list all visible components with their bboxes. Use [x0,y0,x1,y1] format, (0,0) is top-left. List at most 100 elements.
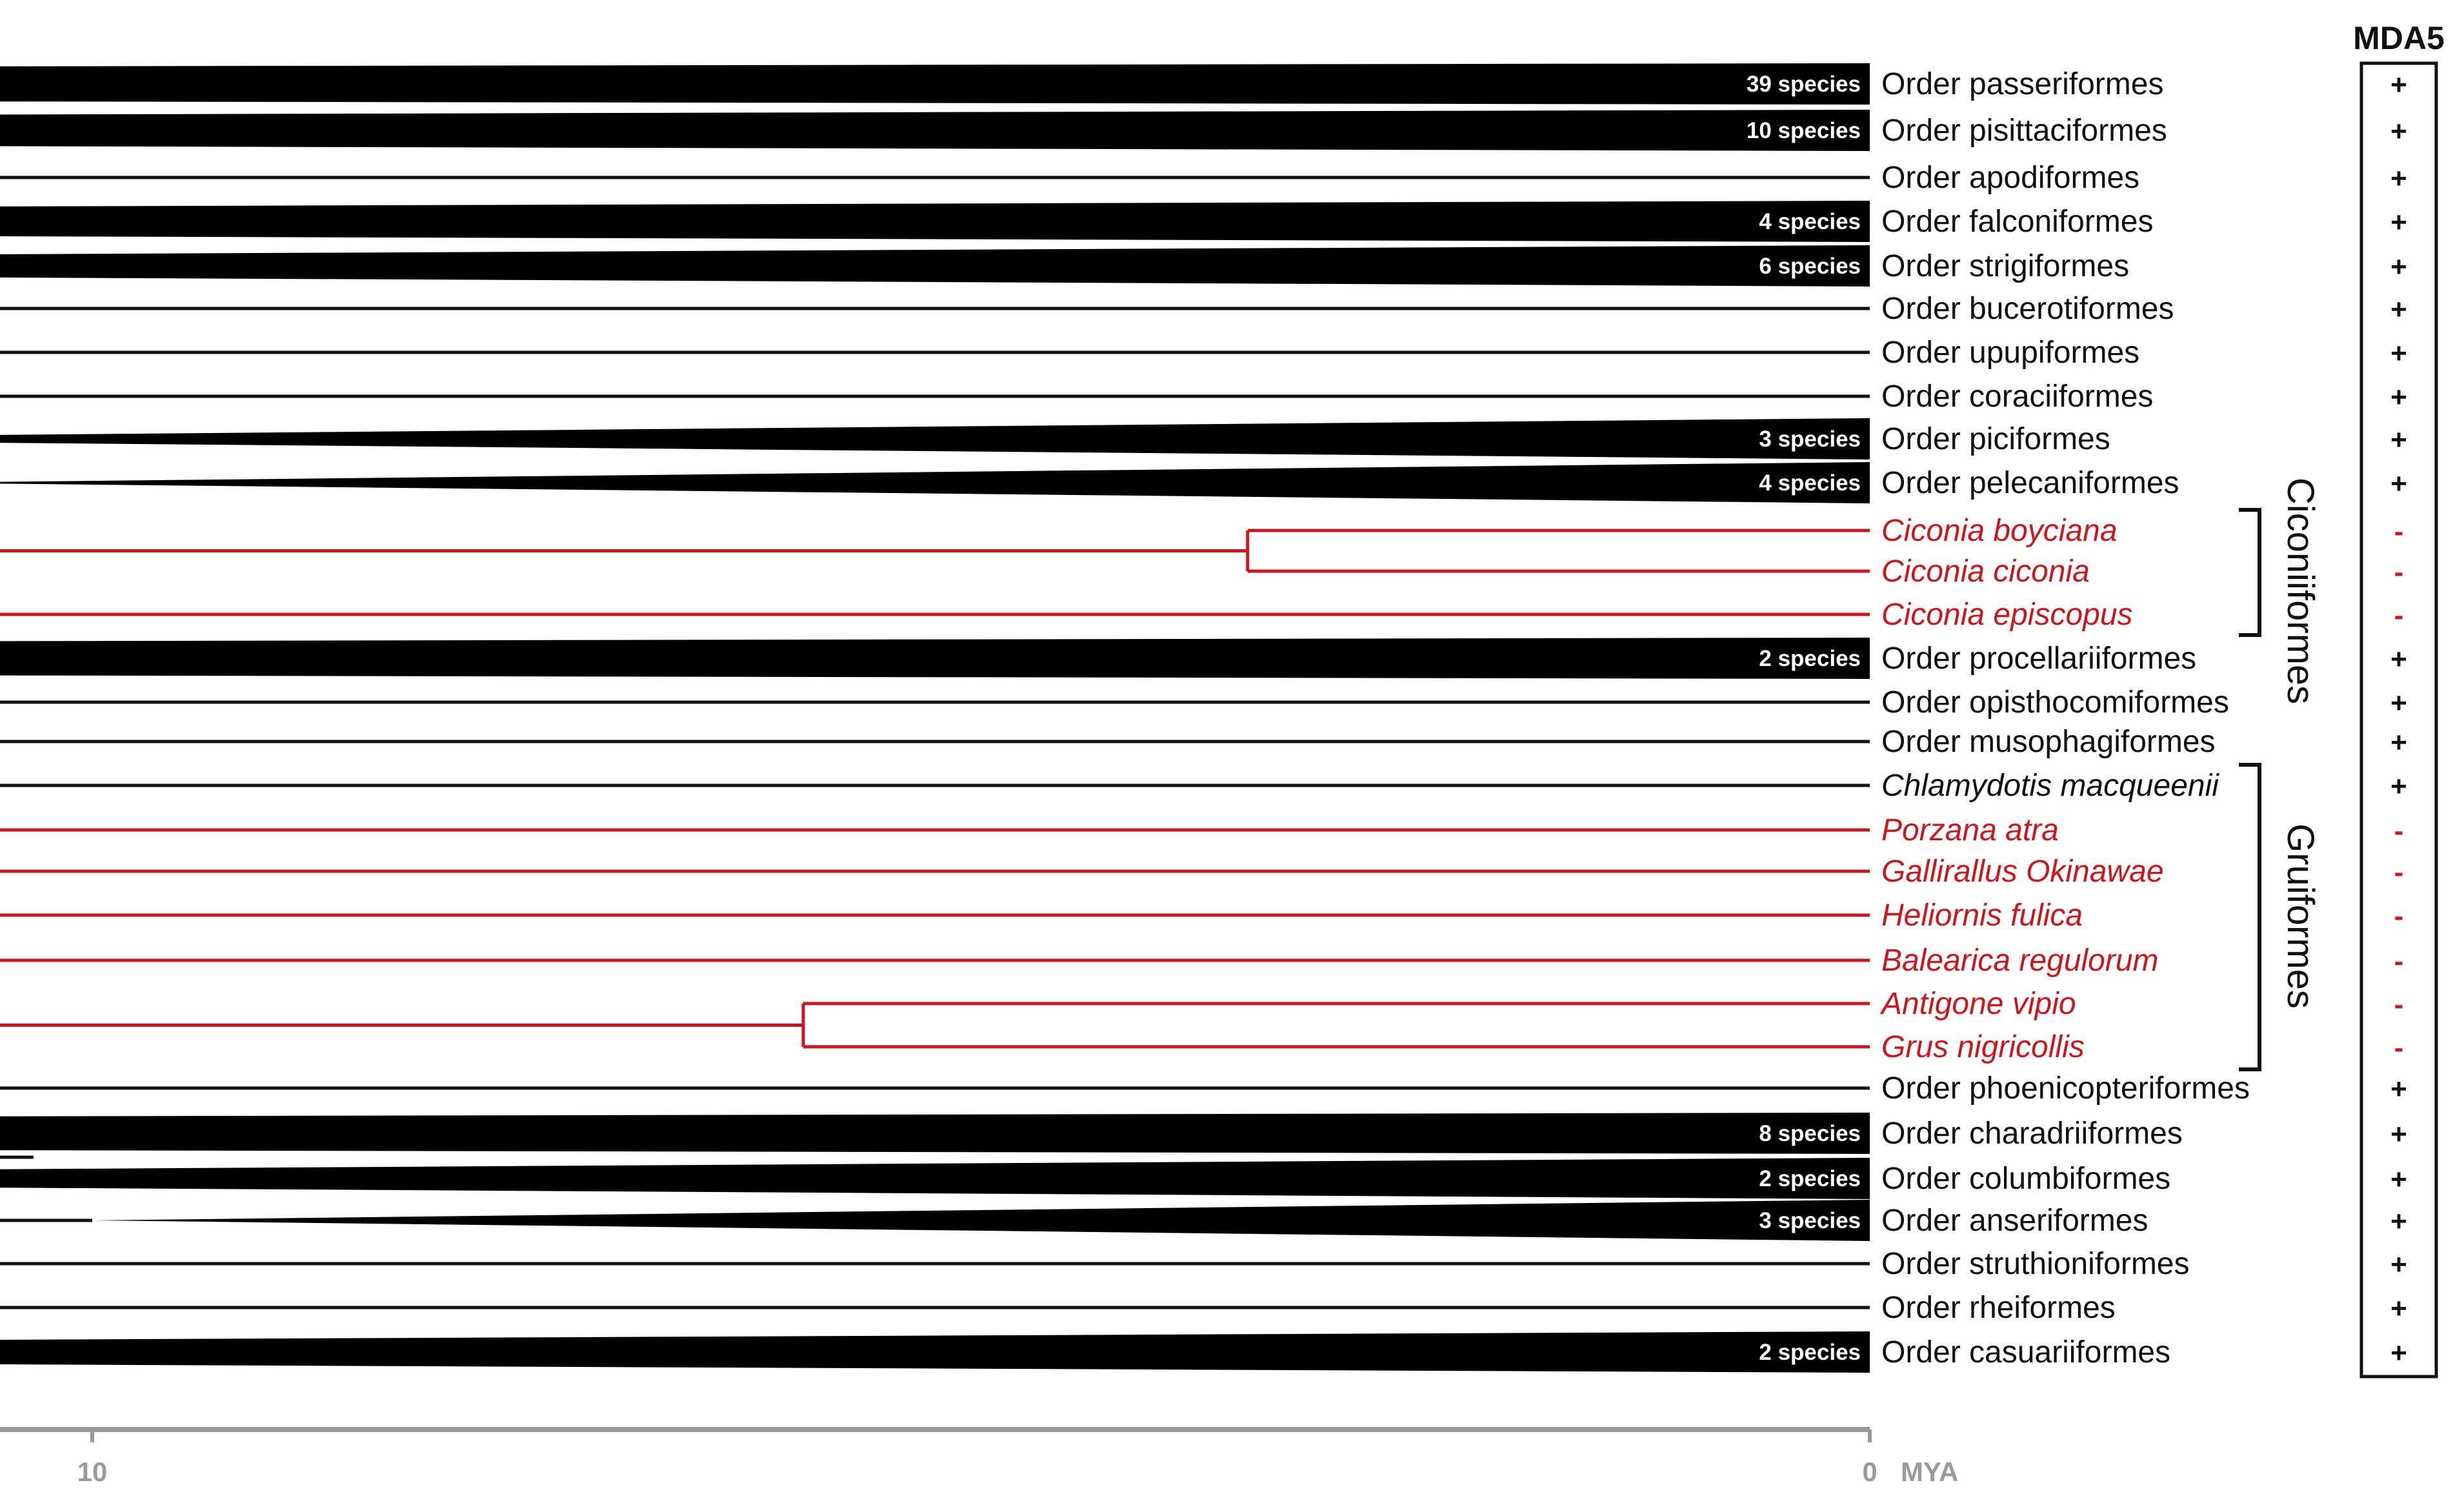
species-badge-bg-3 [1738,203,1870,239]
taxon-label-2: Order apodiformes [1881,161,2139,195]
gruiformes-bracket [2239,763,2261,1071]
species-badge-bg-26 [1738,1202,1870,1238]
taxon-label-21: Antigone vipio [1879,987,2076,1021]
wedge-26 [92,1200,1870,1241]
mda5-mark-24: + [2390,1118,2407,1150]
species-badge-bg-13 [1738,640,1870,676]
mda5-box [2359,61,2438,1379]
species-badge-bg-25 [1738,1160,1870,1197]
taxon-label-14: Order opisthocomiformes [1881,685,2229,720]
taxon-label-22: Grus nigricollis [1881,1030,2085,1064]
species-badge-bg-29 [1738,1334,1870,1370]
taxon-label-20: Balearica regulorum [1881,944,2159,978]
mda5-mark-18: - [2394,856,2404,888]
mda5-mark-6: + [2390,338,2407,369]
species-badge-13: 2 species [1759,646,1861,671]
mda5-mark-9: + [2390,468,2407,500]
mda5-mark-21: - [2394,989,2404,1020]
species-badge-29: 2 species [1759,1340,1861,1365]
species-badge-bg-0 [1738,66,1870,102]
time-axis: 1009080706050403020100MYA [0,1427,1958,1487]
taxon-label-11: Ciconia ciconia [1881,554,2090,589]
mda5-mark-0: + [2390,69,2407,101]
taxon-label-8: Order piciformes [1881,422,2110,456]
mda5-mark-8: + [2390,424,2407,456]
mda5-mark-29: + [2390,1337,2407,1369]
wedge-1 [0,110,1870,151]
ciconiiformes-bracket [2239,508,2261,637]
species-badge-25: 2 species [1759,1166,1861,1191]
taxon-label-0: Order passeriformes [1881,67,2163,101]
species-badge-8: 3 species [1759,427,1861,452]
taxon-label-24: Order charadriiformes [1881,1116,2183,1151]
wedge-0 [0,63,1870,105]
species-badge-bg-8 [1738,421,1870,457]
taxon-label-17: Porzana atra [1881,813,2059,847]
mda5-mark-20: - [2394,945,2404,977]
mda5-mark-12: - [2394,600,2404,631]
mda5-mark-13: + [2390,643,2407,675]
mda5-mark-3: + [2390,207,2407,238]
mda5-mark-11: - [2394,556,2404,588]
mda5-mark-10: - [2394,516,2404,547]
taxon-label-23: Order phoenicopteriformes [1881,1071,2250,1106]
mda5-mark-27: + [2390,1249,2407,1280]
taxon-label-19: Heliornis fulica [1881,898,2083,933]
wedge-13 [0,638,1870,679]
species-badge-24: 8 species [1759,1121,1861,1146]
axis-unit: MYA [1901,1457,1958,1487]
mda5-mark-16: + [2390,771,2407,802]
taxon-label-1: Order pisittaciformes [1881,114,2167,148]
species-badge-26: 3 species [1759,1208,1861,1233]
mda5-mark-1: + [2390,116,2407,147]
axis-tick-label-0: 0 [1862,1457,1877,1487]
taxon-label-18: Gallirallus Okinawae [1881,854,2164,889]
ciconiiformes-label: Ciconiiformes [2279,478,2321,704]
taxon-labels: Order passeriformes Order pisittaciformes… [1879,67,2250,1369]
species-badge-bg-24 [1738,1115,1870,1151]
mda5-header: MDA5 [2353,20,2445,56]
species-badge-4: 6 species [1759,254,1861,279]
gruiformes-label: Gruiformes [2279,823,2321,1009]
taxon-label-26: Order anseriformes [1881,1204,2148,1238]
taxon-label-4: Order strigiformes [1881,249,2129,283]
wedge-25 [0,1158,1870,1199]
taxon-label-9: Order pelecaniformes [1881,466,2179,500]
mda5-mark-7: + [2390,381,2407,413]
wedge-29 [0,1331,1870,1373]
taxon-label-29: Order casuariiformes [1881,1335,2170,1369]
species-badge-bg-4 [1738,248,1870,284]
taxon-label-3: Order falconiformes [1881,205,2153,239]
taxon-label-25: Order columbiformes [1881,1162,2170,1196]
mda5-mark-4: + [2390,251,2407,283]
wedge-3 [0,201,1870,242]
species-badge-0: 39 species [1747,72,1861,97]
wedge-24 [0,1113,1870,1154]
wedge-9 [0,462,1870,503]
wedge-4 [0,245,1870,287]
mda5-mark-23: + [2390,1073,2407,1105]
mda5-mark-14: + [2390,687,2407,719]
taxon-label-10: Ciconia boyciana [1881,514,2118,548]
axis-tick-label-10: 10 [77,1457,108,1487]
mda5-mark-19: - [2394,900,2404,932]
taxon-label-16: Chlamydotis macqueenii [1881,769,2219,803]
taxon-label-27: Order struthioniformes [1881,1247,2190,1281]
mda5-mark-5: + [2390,294,2407,325]
mda5-mark-15: + [2390,727,2407,758]
species-badge-1: 10 species [1747,118,1861,143]
species-badge-bg-1 [1738,112,1870,148]
species-badge-9: 4 species [1759,470,1861,496]
clade-brackets: Ciconiiformes Gruiformes [2239,478,2321,1071]
mda5-mark-17: - [2394,815,2404,847]
mda5-mark-2: + [2390,163,2407,194]
taxon-label-15: Order musophagiformes [1881,725,2216,759]
tree-branches [0,176,1870,1309]
mda5-mark-22: - [2394,1032,2404,1064]
species-badge-3: 4 species [1759,209,1861,234]
mda5-column: MDA5 + + + + + + + + + + - - - + + + + - - - - - - + + + + + + + [2353,20,2445,1379]
taxon-label-28: Order rheiformes [1881,1291,2116,1325]
mda5-mark-28: + [2390,1293,2407,1324]
mda5-mark-25: + [2390,1164,2407,1195]
